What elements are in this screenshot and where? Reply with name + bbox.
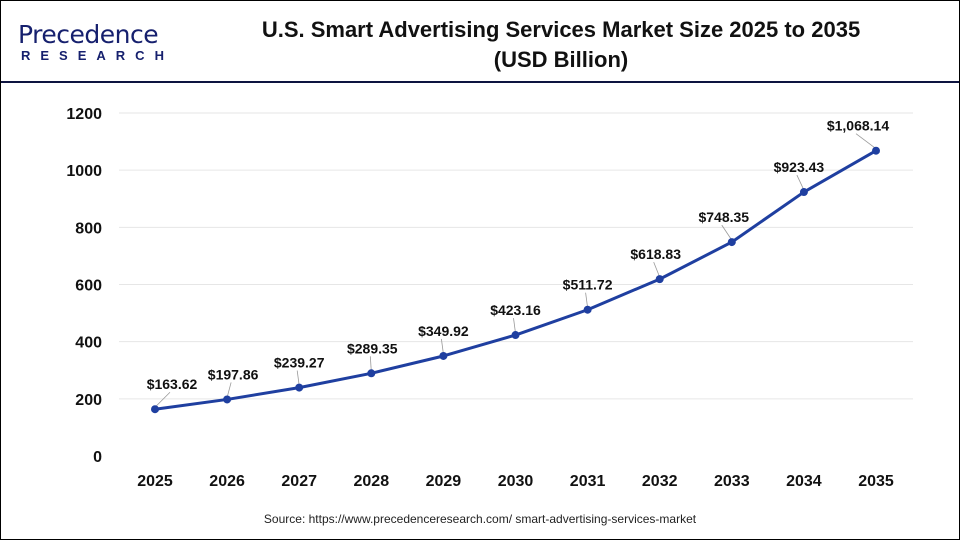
leader-line <box>721 224 733 241</box>
data-point <box>295 383 304 392</box>
logo-main: Precedence <box>18 20 159 49</box>
leader-line <box>653 261 661 278</box>
y-tick-label: 400 <box>75 335 102 352</box>
data-point <box>655 275 664 284</box>
source-text: Source: https://www.precedenceresearch.c… <box>263 512 697 526</box>
logo-sub: RESEARCH <box>21 48 174 63</box>
data-point <box>367 369 376 378</box>
leader-line <box>369 356 372 372</box>
data-point <box>223 395 232 404</box>
data-label: $618.83 <box>630 246 681 262</box>
leader-line <box>855 133 877 150</box>
data-label: $349.92 <box>418 323 469 339</box>
data-point <box>151 405 159 414</box>
x-tick-label: 2034 <box>786 473 822 490</box>
chart-title: U.S. Smart Advertising Services Market S… <box>201 15 921 75</box>
data-label: $289.35 <box>347 340 398 356</box>
data-label: $923.43 <box>774 159 825 175</box>
data-point <box>799 188 808 197</box>
data-label: $163.62 <box>147 376 198 392</box>
x-tick-label: 2029 <box>426 473 462 490</box>
title-line-2: (USD Billion) <box>493 47 629 72</box>
leader-line <box>585 292 588 308</box>
y-tick-label: 600 <box>75 278 102 295</box>
data-label: $239.27 <box>274 355 325 371</box>
x-tick-label: 2035 <box>858 473 894 490</box>
data-label: $197.86 <box>208 366 259 382</box>
logo: Precedence RESEARCH <box>18 21 174 63</box>
y-tick-label: 1000 <box>66 163 102 180</box>
data-label: $511.72 <box>563 277 613 293</box>
x-tick-label: 2030 <box>498 473 534 490</box>
leader-line <box>796 174 805 191</box>
x-tick-label: 2027 <box>281 473 317 490</box>
data-label: $748.35 <box>698 209 749 225</box>
x-tick-label: 2032 <box>642 473 678 490</box>
y-tick-label: 200 <box>75 392 102 409</box>
header-divider <box>1 81 959 83</box>
leader-line <box>441 338 444 355</box>
x-tick-label: 2033 <box>714 473 750 490</box>
leader-line <box>296 370 300 386</box>
data-label: $1,068.14 <box>827 118 889 134</box>
data-point <box>511 331 520 340</box>
y-tick-label: 800 <box>75 220 102 237</box>
leader-line <box>226 382 232 398</box>
title-line-1: U.S. Smart Advertising Services Market S… <box>261 17 861 42</box>
y-tick-label: 0 <box>93 449 102 466</box>
x-tick-label: 2025 <box>137 473 173 490</box>
x-tick-label: 2026 <box>209 473 245 490</box>
leader-line <box>513 317 516 334</box>
x-tick-label: 2028 <box>354 473 390 490</box>
y-tick-label: 1200 <box>66 106 102 123</box>
data-point <box>727 238 736 247</box>
data-point <box>439 351 448 360</box>
data-label: $423.16 <box>490 302 541 318</box>
data-point <box>583 305 592 314</box>
leader-line <box>154 391 171 408</box>
series-line <box>154 149 877 411</box>
x-tick-label: 2031 <box>570 473 606 490</box>
data-point <box>872 146 880 155</box>
